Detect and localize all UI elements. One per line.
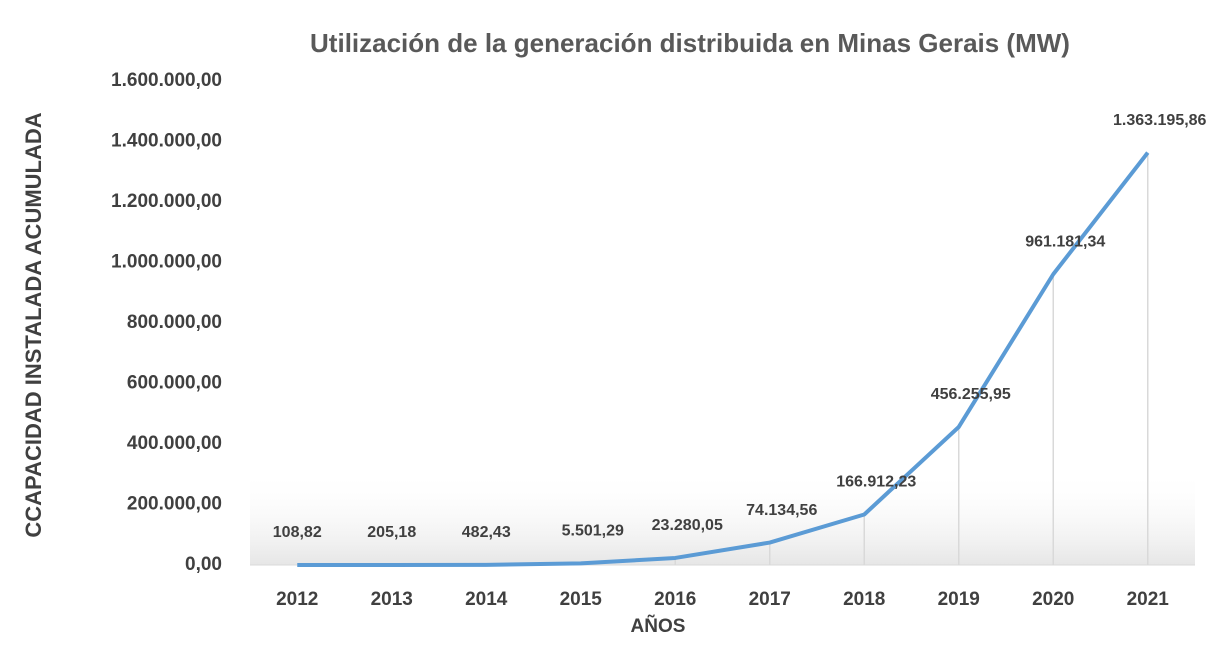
y-tick-label: 1.200.000,00: [111, 191, 222, 212]
x-tick-label: 2015: [560, 589, 603, 610]
y-tick-label: 1.000.000,00: [111, 252, 222, 273]
x-tick-label: 2018: [843, 589, 885, 610]
data-label: 205,18: [367, 524, 416, 541]
data-label: 23.280,05: [652, 517, 723, 534]
data-label: 5.501,29: [562, 523, 624, 540]
data-label: 456.255,95: [931, 386, 1011, 403]
x-axis-title: AÑOS: [631, 615, 686, 637]
line-series: [297, 151, 1150, 567]
data-label: 961.181,34: [1025, 233, 1105, 250]
x-tick-label: 2020: [1032, 589, 1074, 610]
x-tick-label: 2016: [654, 589, 696, 610]
y-tick-label: 200.000,00: [127, 494, 222, 515]
x-tick-label: 2012: [276, 589, 318, 610]
y-tick-label: 1.400.000,00: [111, 131, 222, 152]
x-tick-label: 2019: [938, 589, 980, 610]
data-label: 1.363.195,86: [1113, 112, 1207, 129]
data-label: 482,43: [462, 524, 511, 541]
y-tick-label: 600.000,00: [127, 373, 222, 394]
y-tick-label: 1.600.000,00: [111, 70, 222, 91]
chart-title: Utilización de la generación distribuida…: [310, 28, 1070, 58]
y-tick-label: 0,00: [185, 554, 222, 575]
y-tick-label: 400.000,00: [127, 433, 222, 454]
x-tick-label: 2017: [749, 589, 791, 610]
x-tick-label: 2014: [465, 589, 508, 610]
data-label: 108,82: [273, 524, 322, 541]
y-tick-label: 800.000,00: [127, 312, 222, 333]
x-tick-label: 2021: [1127, 589, 1170, 610]
data-label: 74.134,56: [746, 502, 817, 519]
data-label: 166.912,23: [836, 474, 916, 491]
x-tick-label: 2013: [371, 589, 413, 610]
y-axis-title: CCAPACIDAD INSTALADA ACUMULADA: [21, 112, 46, 537]
